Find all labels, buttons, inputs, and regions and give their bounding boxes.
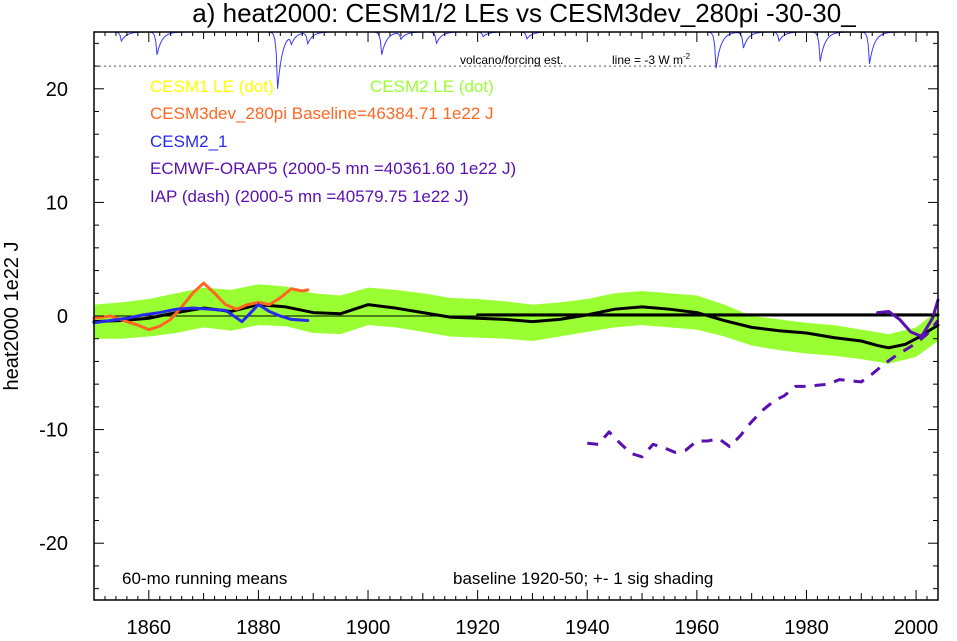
y-axis-label: heat2000 1e22 J — [1, 241, 23, 390]
legend-cesm1: CESM1 LE (dot) — [150, 77, 274, 96]
plot-area — [92, 31, 940, 459]
x-tick-label: 1980 — [784, 617, 829, 639]
y-tick-label: 10 — [46, 192, 68, 214]
axis-ticks: 1860 1880 1900 1920 1940 1960 1980 2000 -20 -10 0 1… — [39, 32, 939, 639]
spread-shading — [94, 284, 938, 364]
series-iap-5 — [587, 319, 940, 459]
x-tick-label: 1860 — [127, 617, 172, 639]
legend-orap5: ECMWF-ORAP5 (2000-5 mn =40361.60 1e22 J) — [150, 159, 516, 178]
series-cesm3-2 — [92, 281, 310, 332]
legend-cesm3: CESM3dev_280pi Baseline=46384.71 1e22 J — [150, 104, 494, 123]
line-label-main: line = -3 W m — [612, 53, 683, 67]
line-label: line = -3 W m-2 — [612, 52, 691, 67]
series-cesm2_1-3 — [92, 303, 310, 325]
legend-cesm2-1: CESM2_1 — [150, 132, 227, 151]
annotations: volcano/forcing est. line = -3 W m-2 60-… — [122, 52, 713, 588]
volcano-label: volcano/forcing est. — [460, 53, 563, 67]
x-tick-label: 1940 — [565, 617, 610, 639]
line-label-sup: -2 — [683, 52, 691, 61]
x-tick-label: 1920 — [455, 617, 500, 639]
x-tick-label: 1900 — [346, 617, 391, 639]
chart-title: a) heat2000: CESM1/2 LEs vs CESM3dev_280… — [192, 0, 856, 28]
running-means-note: 60-mo running means — [122, 569, 287, 588]
y-tick-label: -10 — [39, 420, 68, 442]
x-tick-label: 2000 — [894, 617, 939, 639]
y-tick-label: 20 — [46, 79, 68, 101]
y-tick-label: 0 — [57, 306, 68, 328]
series-orap5-4 — [876, 298, 940, 338]
legend-cesm2: CESM2 LE (dot) — [370, 77, 494, 96]
baseline-note: baseline 1920-50; +- 1 sig shading — [453, 569, 713, 588]
legend-iap: IAP (dash) (2000-5 mn =40579.75 1e22 J) — [150, 187, 469, 206]
series-ensemble_mean-0 — [92, 303, 940, 350]
legend: CESM1 LE (dot) CESM2 LE (dot) CESM3dev_2… — [150, 77, 516, 206]
y-tick-label: -20 — [39, 533, 68, 555]
x-tick-label: 1880 — [236, 617, 281, 639]
x-tick-label: 1960 — [675, 617, 720, 639]
